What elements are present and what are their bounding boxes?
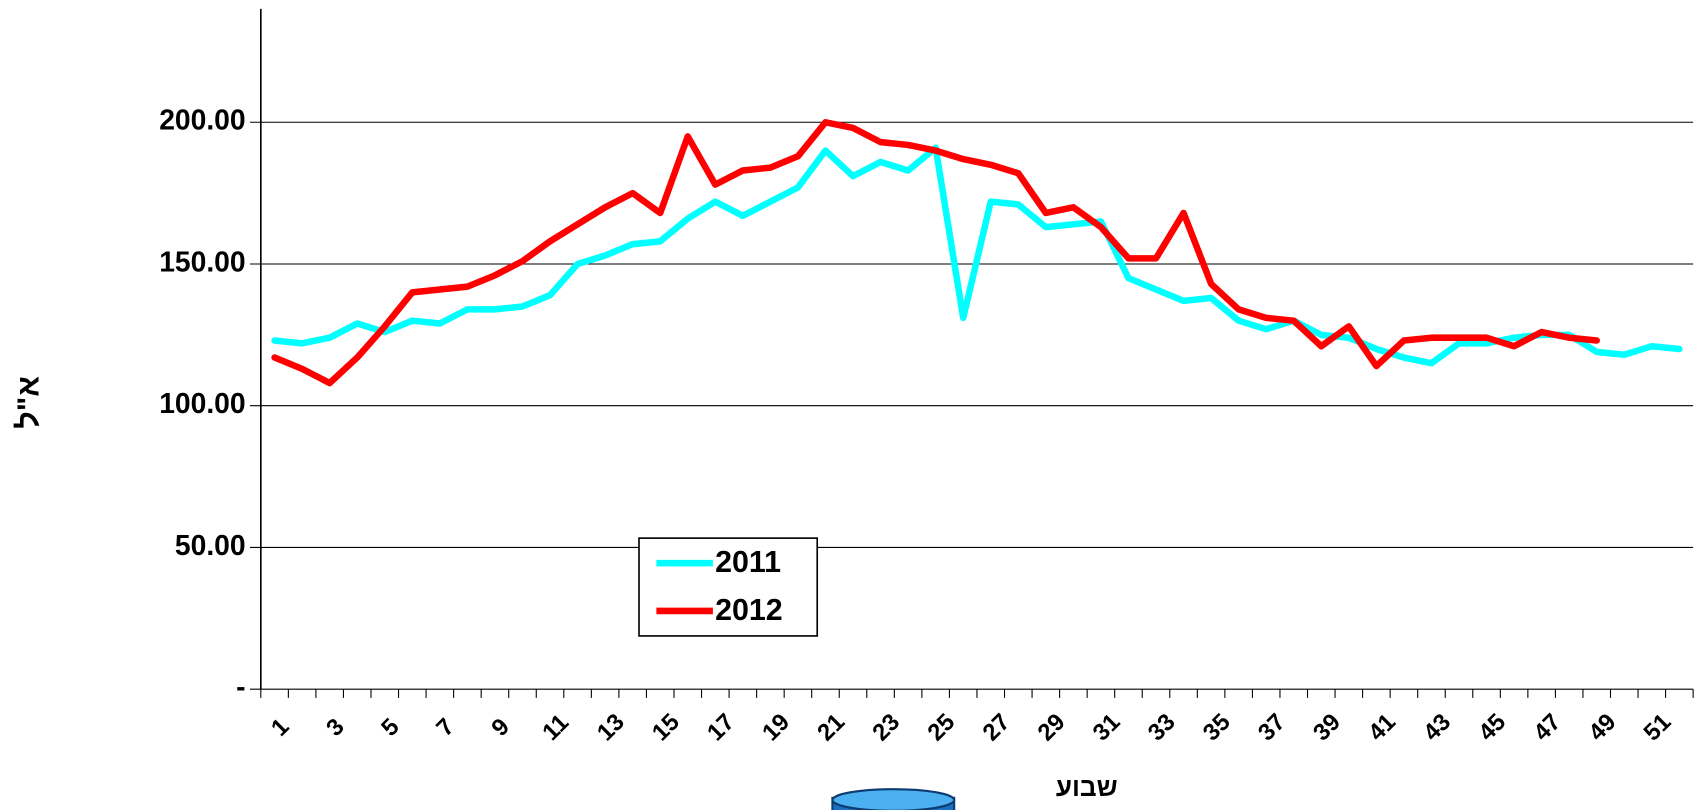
- x-tick-label: 31: [1088, 709, 1126, 747]
- x-tick-label: 47: [1528, 709, 1566, 747]
- x-tick-label: 45: [1473, 709, 1511, 747]
- x-tick-label: 33: [1143, 709, 1181, 747]
- x-tick-label: 21: [812, 709, 850, 747]
- x-tick-label: 23: [867, 709, 905, 747]
- x-tick-label: 35: [1198, 709, 1236, 747]
- y-axis-label: א"ל: [11, 376, 45, 429]
- x-tick-label: 3: [321, 713, 349, 741]
- x-tick-label: 29: [1033, 709, 1071, 747]
- barrel-icon: [831, 788, 956, 810]
- x-tick-label: 51: [1639, 709, 1677, 747]
- x-tick-label: 5: [376, 713, 404, 741]
- x-tick-label: 17: [702, 709, 740, 747]
- y-tick-label: -: [236, 671, 245, 703]
- legend: 2011 2012: [638, 537, 819, 637]
- x-tick-label: 41: [1363, 709, 1401, 747]
- series-line: [271, 119, 1600, 387]
- x-tick-label: 1: [266, 713, 294, 741]
- x-tick-label: 7: [431, 713, 459, 741]
- legend-label: 2012: [715, 593, 783, 627]
- x-tick-label: 37: [1253, 709, 1291, 747]
- x-tick-label: 25: [922, 709, 960, 747]
- x-tick-label: 49: [1583, 709, 1621, 747]
- x-tick-label: 11: [537, 709, 574, 746]
- series-line: [271, 144, 1683, 367]
- x-tick-label: 39: [1308, 709, 1346, 747]
- y-tick-label: 50.00: [175, 529, 246, 561]
- x-tick-label: 13: [592, 709, 630, 747]
- y-tick-label: 150.00: [159, 245, 245, 277]
- x-tick-label: 43: [1418, 709, 1456, 747]
- x-tick-label: 9: [486, 713, 514, 741]
- y-tick-label: 200.00: [159, 104, 245, 136]
- x-axis-label: שבוע: [1056, 772, 1118, 802]
- x-tick-label: 27: [977, 709, 1015, 747]
- x-tick-label: 19: [757, 709, 795, 747]
- x-tick-label: 15: [647, 709, 685, 747]
- legend-label: 2011: [715, 545, 781, 579]
- legend-box: [638, 537, 819, 637]
- y-tick-label: 100.00: [159, 387, 245, 419]
